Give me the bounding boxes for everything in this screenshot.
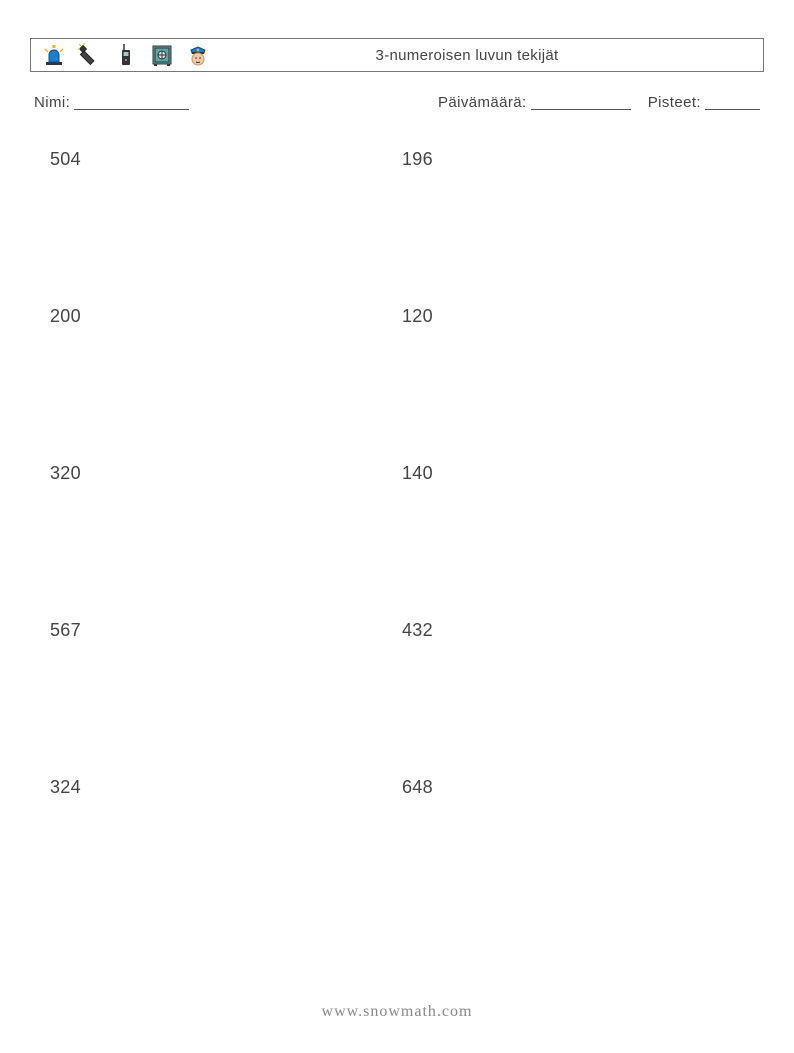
problem-row: 200 120 (50, 306, 754, 327)
score-blank[interactable] (705, 94, 760, 110)
problem-value: 504 (50, 149, 402, 170)
radio-icon (113, 42, 139, 68)
problem-value: 567 (50, 620, 402, 641)
police-officer-icon (185, 42, 211, 68)
footer-url: www.snowmath.com (0, 1003, 794, 1021)
problem-row: 324 648 (50, 777, 754, 798)
header-icon-row (31, 42, 211, 68)
problem-value: 140 (402, 463, 754, 484)
problem-value: 196 (402, 149, 754, 170)
meta-row: Nimi: Päivämäärä: Pisteet: (34, 94, 760, 111)
safe-icon (149, 42, 175, 68)
flashlight-icon (77, 42, 103, 68)
name-label: Nimi: (34, 94, 70, 111)
problem-row: 567 432 (50, 620, 754, 641)
problem-value: 432 (402, 620, 754, 641)
problem-row: 320 140 (50, 463, 754, 484)
date-blank[interactable] (531, 94, 631, 110)
problems-grid: 504 196 200 120 320 140 567 432 324 648 (50, 149, 754, 798)
problem-value: 120 (402, 306, 754, 327)
problem-value: 648 (402, 777, 754, 798)
problem-row: 504 196 (50, 149, 754, 170)
title-bar: 3-numeroisen luvun tekijät (30, 38, 764, 72)
problem-value: 200 (50, 306, 402, 327)
problem-value: 324 (50, 777, 402, 798)
worksheet-title: 3-numeroisen luvun tekijät (211, 47, 763, 64)
name-blank[interactable] (74, 94, 189, 110)
siren-icon (41, 42, 67, 68)
score-label: Pisteet: (648, 94, 701, 111)
problem-value: 320 (50, 463, 402, 484)
date-label: Päivämäärä: (438, 94, 527, 111)
